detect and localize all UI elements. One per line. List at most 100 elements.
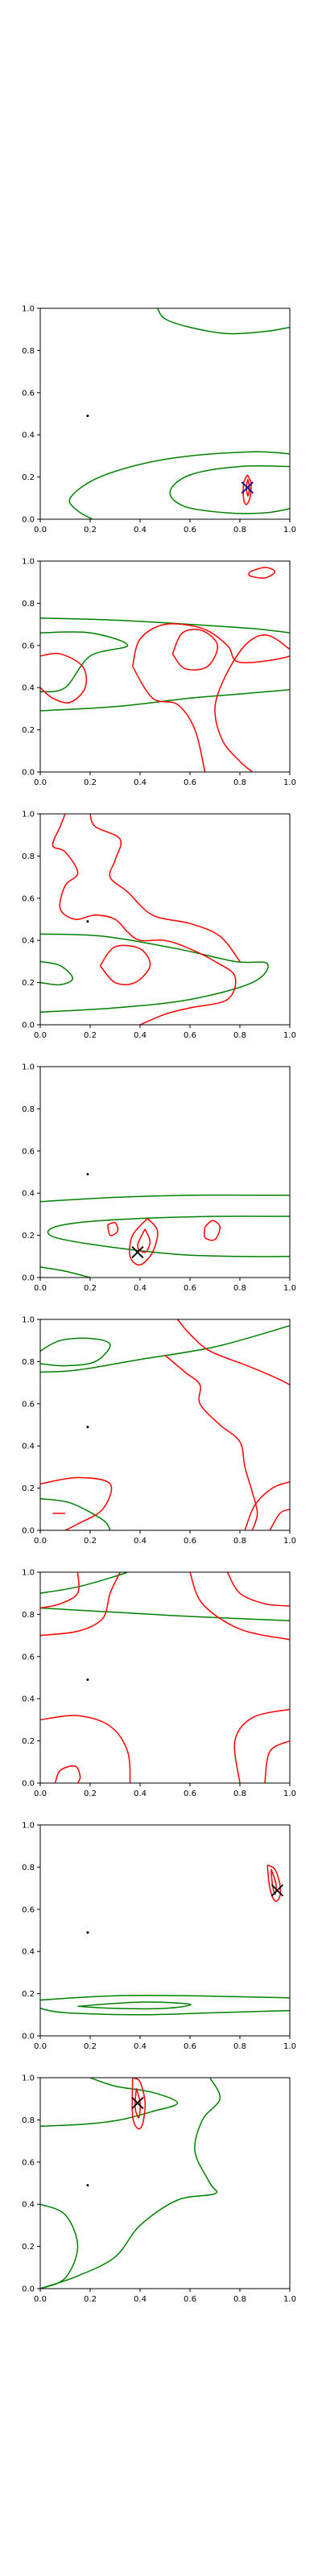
x-tick-label: 0.2: [84, 2042, 97, 2051]
x-tick-label: 1.0: [283, 1031, 296, 1040]
green-contour-line: [169, 465, 290, 514]
x-tick-label: 0.2: [84, 778, 97, 787]
y-tick-label: 0.2: [22, 1484, 35, 1493]
green-contour-line: [40, 631, 129, 693]
green-contour-line: [40, 1572, 128, 1594]
x-tick-label: 0.0: [34, 526, 47, 535]
red-contour-line: [176, 1319, 290, 1385]
x-tick-label: 0.0: [34, 778, 47, 787]
x-tick-label: 1.0: [283, 2042, 296, 2051]
cross-marker: [270, 1884, 284, 1897]
x-tick-label: 0.2: [84, 526, 97, 535]
x-tick-label: 1.0: [283, 2295, 296, 2304]
y-tick-label: 0.6: [22, 389, 35, 398]
chart-panel-2: 0.0 0.2 0.4 0.6 0.8 1.0 0.0 0.2 0.4 0.6 0.8 1.0: [22, 558, 296, 788]
axes-frame: [39, 1066, 291, 1278]
x-tick-label: 0.8: [233, 1537, 246, 1546]
x-tick-label: 0.6: [184, 1537, 196, 1546]
x-tick-label: 0.0: [34, 1790, 47, 1798]
x-tick-label: 1.0: [283, 778, 296, 787]
red-contour-line: [248, 567, 276, 579]
red-contour-line: [54, 1765, 81, 1783]
y-tick-label: 0.4: [22, 1190, 35, 1199]
red-contour-line: [40, 1572, 121, 1637]
green-contour-line: [40, 933, 269, 1013]
axes-frame: [39, 560, 291, 773]
data-point-marker: [86, 1426, 89, 1429]
x-tick-label: 0.4: [134, 1537, 147, 1546]
green-contour-line: [40, 1194, 290, 1203]
red-contour-line: [264, 1740, 290, 1783]
y-tick-label: 1.0: [22, 305, 35, 314]
y-tick-label: 0.2: [22, 2243, 35, 2252]
chart-panel-6: 0.0 0.2 0.4 0.6 0.8 1.0 0.0 0.2 0.4 0.6 0.8 1.0: [22, 1569, 296, 1799]
x-tick-label: 0.8: [233, 778, 246, 787]
y-tick-label: 0.8: [22, 2116, 35, 2125]
y-tick-label: 0.4: [22, 684, 35, 693]
y-tick-label: 0.2: [22, 1990, 35, 1999]
green-contour-line: [77, 2001, 192, 2010]
x-tick-label: 0.6: [184, 526, 196, 535]
green-contour-line: [40, 617, 290, 634]
green-contour-line: [47, 1216, 290, 1257]
red-contour-line: [40, 1572, 80, 1609]
red-contour-line: [134, 2087, 141, 2119]
x-tick-label: 1.0: [283, 1284, 296, 1293]
x-tick-label: 0.8: [233, 1790, 246, 1798]
plot-area: [40, 814, 269, 1025]
y-tick-label: 1.0: [22, 811, 35, 819]
cross-marker: [131, 2096, 144, 2110]
x-tick-label: 0.2: [84, 1284, 97, 1293]
x-tick-label: 0.2: [84, 1537, 97, 1546]
y-tick-label: 0.0: [22, 1274, 35, 1283]
green-contour-line: [40, 1497, 111, 1530]
green-contour-line: [40, 1607, 290, 1622]
red-contour-line: [131, 2078, 147, 2130]
x-tick-label: 0.0: [34, 2042, 47, 2051]
plot-area: [40, 1864, 290, 2016]
chart-panel-4: 0.0 0.2 0.4 0.6 0.8 1.0 0.0 0.2 0.4 0.6 0.8 1.0: [22, 1063, 296, 1294]
y-tick-label: 0.0: [22, 2285, 35, 2294]
red-contour-line: [233, 1708, 290, 1783]
x-tick-label: 0.0: [34, 1537, 47, 1546]
axes-frame: [39, 1571, 291, 1784]
plot-area: [40, 567, 290, 772]
red-contour-line: [266, 1864, 282, 1902]
x-tick-label: 0.4: [134, 778, 147, 787]
data-point-marker: [86, 415, 89, 418]
red-contour-line: [40, 1476, 113, 1530]
plot-area: [40, 1319, 290, 1530]
y-tick-label: 0.0: [22, 1527, 35, 1536]
y-tick-label: 0.8: [22, 1611, 35, 1620]
x-tick-label: 1.0: [283, 1790, 296, 1798]
red-contour-line: [244, 1480, 290, 1530]
y-tick-label: 0.4: [22, 937, 35, 946]
x-tick-label: 1.0: [283, 1537, 296, 1546]
y-tick-label: 0.4: [22, 431, 35, 440]
green-contour-line: [40, 1325, 290, 1373]
red-contour-line: [129, 1218, 159, 1266]
green-contour-line: [40, 2078, 221, 2289]
y-tick-label: 1.0: [22, 2074, 35, 2083]
x-tick-label: 0.4: [134, 526, 147, 535]
red-contour-line: [99, 944, 151, 985]
axes-frame: [39, 2077, 291, 2289]
red-contour-line: [270, 1868, 277, 1896]
y-tick-label: 0.0: [22, 1780, 35, 1789]
x-tick-label: 0.4: [134, 2042, 147, 2051]
green-contour-line: [157, 308, 290, 335]
y-tick-label: 0.8: [22, 1358, 35, 1367]
red-contour-line: [52, 814, 237, 1025]
y-tick-label: 0.4: [22, 1948, 35, 1957]
chart-panel-5: 0.0 0.2 0.4 0.6 0.8 1.0 0.0 0.2 0.4 0.6 0.8 1.0: [22, 1316, 296, 1546]
axes-frame: [39, 1319, 291, 1531]
x-tick-label: 1.0: [283, 526, 296, 535]
chart-panel-3: 0.0 0.2 0.4 0.6 0.8 1.0 0.0 0.2 0.4 0.6 0.8 1.0: [22, 811, 296, 1041]
plot-area: [40, 1572, 290, 1783]
x-tick-label: 0.0: [34, 1031, 47, 1040]
x-tick-label: 0.2: [84, 1031, 97, 1040]
y-tick-label: 0.6: [22, 894, 35, 903]
red-contour-line: [164, 1354, 258, 1530]
y-tick-label: 0.4: [22, 1443, 35, 1451]
red-contour-line: [226, 1572, 290, 1607]
